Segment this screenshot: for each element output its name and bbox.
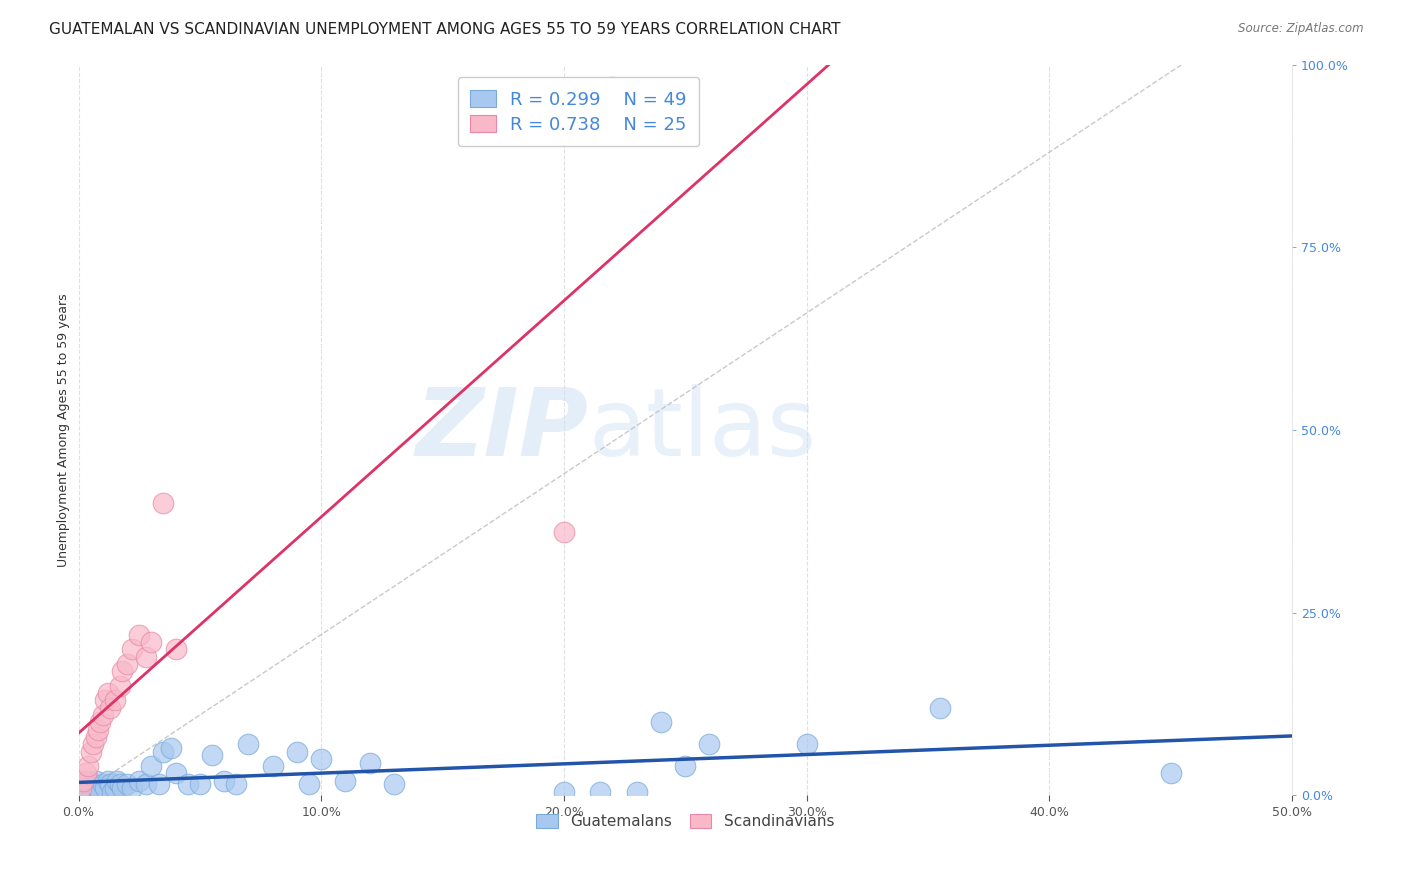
Point xyxy=(335,773,357,788)
Point xyxy=(177,777,200,791)
Point xyxy=(94,693,117,707)
Point xyxy=(97,686,120,700)
Text: GUATEMALAN VS SCANDINAVIAN UNEMPLOYMENT AMONG AGES 55 TO 59 YEARS CORRELATION CH: GUATEMALAN VS SCANDINAVIAN UNEMPLOYMENT … xyxy=(49,22,841,37)
Point xyxy=(111,781,134,796)
Point xyxy=(72,777,94,791)
Point xyxy=(796,737,818,751)
Point xyxy=(285,745,308,759)
Point xyxy=(626,785,648,799)
Text: atlas: atlas xyxy=(588,384,817,476)
Point xyxy=(152,496,174,510)
Point xyxy=(135,777,157,791)
Point xyxy=(87,781,110,796)
Point xyxy=(602,79,624,94)
Text: ZIP: ZIP xyxy=(415,384,588,476)
Point xyxy=(79,745,101,759)
Point xyxy=(111,664,134,678)
Point xyxy=(70,781,93,796)
Point xyxy=(121,781,143,796)
Point xyxy=(201,748,224,763)
Point xyxy=(589,785,612,799)
Point xyxy=(98,700,121,714)
Point xyxy=(98,777,121,791)
Point xyxy=(82,777,104,791)
Point xyxy=(77,773,100,788)
Point xyxy=(673,759,696,773)
Point xyxy=(79,781,101,796)
Point xyxy=(89,715,111,730)
Point xyxy=(72,773,94,788)
Text: Source: ZipAtlas.com: Source: ZipAtlas.com xyxy=(1239,22,1364,36)
Point xyxy=(238,737,260,751)
Legend: Guatemalans, Scandinavians: Guatemalans, Scandinavians xyxy=(530,807,841,835)
Point xyxy=(212,773,235,788)
Point xyxy=(152,745,174,759)
Point xyxy=(929,700,952,714)
Point xyxy=(104,781,127,796)
Point xyxy=(108,777,131,791)
Point xyxy=(135,649,157,664)
Point xyxy=(87,723,110,737)
Point xyxy=(1160,766,1182,780)
Point xyxy=(141,635,163,649)
Point xyxy=(262,759,284,773)
Point xyxy=(101,785,124,799)
Point xyxy=(91,777,114,791)
Point xyxy=(82,737,104,751)
Point xyxy=(309,752,332,766)
Point xyxy=(75,766,97,780)
Point xyxy=(141,759,163,773)
Point xyxy=(97,773,120,788)
Point xyxy=(70,781,93,796)
Point xyxy=(121,642,143,657)
Point xyxy=(94,781,117,796)
Point xyxy=(128,627,150,641)
Point xyxy=(359,756,381,770)
Point xyxy=(225,777,247,791)
Point xyxy=(699,737,721,751)
Point xyxy=(75,785,97,799)
Point xyxy=(77,759,100,773)
Point xyxy=(382,777,405,791)
Point xyxy=(84,773,107,788)
Point xyxy=(165,766,187,780)
Point xyxy=(115,657,138,671)
Point xyxy=(159,740,181,755)
Point xyxy=(84,730,107,744)
Point xyxy=(553,785,575,799)
Point xyxy=(108,679,131,693)
Point xyxy=(298,777,321,791)
Point xyxy=(115,777,138,791)
Point xyxy=(553,525,575,540)
Point xyxy=(91,708,114,723)
Point xyxy=(148,777,170,791)
Y-axis label: Unemployment Among Ages 55 to 59 years: Unemployment Among Ages 55 to 59 years xyxy=(58,293,70,566)
Point xyxy=(89,785,111,799)
Point xyxy=(104,693,127,707)
Point xyxy=(105,773,128,788)
Point xyxy=(165,642,187,657)
Point xyxy=(650,715,672,730)
Point xyxy=(128,773,150,788)
Point xyxy=(188,777,211,791)
